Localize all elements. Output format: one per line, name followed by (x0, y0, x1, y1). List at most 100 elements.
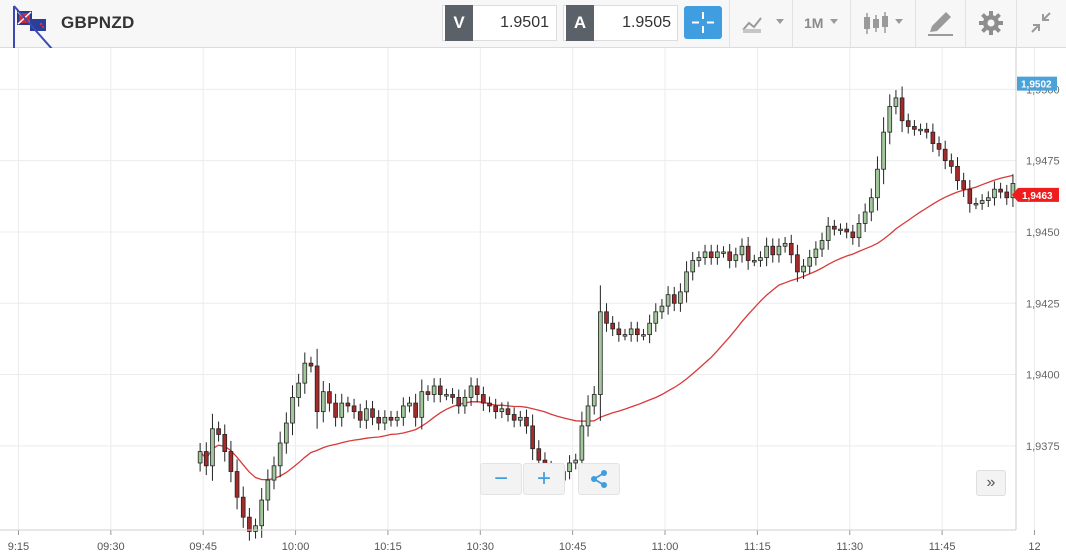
share-icon (591, 470, 607, 488)
candle-body (591, 394, 597, 407)
candle-body (924, 128, 930, 133)
candle-body (376, 416, 381, 424)
candle-body (770, 245, 776, 256)
candle-body (567, 462, 572, 472)
candle-body (825, 225, 831, 241)
time-tick-label: 09:45 (189, 541, 217, 553)
candle-body (468, 385, 474, 398)
candle-body (936, 143, 942, 150)
line-chart-icon (742, 17, 784, 33)
price-tick-label: 1,9375 (1026, 441, 1060, 453)
zoom-out-icon: − (493, 465, 508, 492)
candle-body (357, 411, 363, 421)
candle-body (992, 188, 997, 199)
candle-body (228, 451, 234, 472)
candle-body (364, 408, 369, 421)
price-tick-label: 1,9475 (1026, 156, 1060, 168)
candle-body (782, 242, 788, 247)
candle-body (838, 228, 843, 232)
candle-body (961, 180, 966, 190)
candle-body (678, 291, 683, 304)
candle-body (450, 394, 455, 398)
collapse-icon (1031, 12, 1051, 33)
candle-body (487, 402, 492, 407)
candle-body (881, 131, 886, 170)
settings-button[interactable] (966, 0, 1016, 47)
top-price-tag (1017, 76, 1057, 91)
candle-body (314, 365, 320, 413)
candlestick-type-button[interactable] (851, 0, 915, 47)
candle-body (635, 328, 640, 336)
zoom-out-button[interactable]: − (480, 463, 522, 495)
candle-body (370, 408, 375, 418)
time-tick-label: 11:15 (744, 541, 771, 553)
bid-label: V (445, 5, 473, 41)
candle-body (481, 394, 486, 404)
moving-average-line (199, 174, 1014, 481)
candle-body (499, 408, 505, 413)
candle-body (234, 471, 240, 498)
top-price-label: 1,9502 (1021, 80, 1052, 91)
candle-body (967, 188, 973, 204)
crosshair-icon (692, 12, 714, 33)
candle-body (819, 240, 825, 250)
candle-body (616, 328, 622, 336)
candle-body (856, 223, 862, 239)
candle-body (1010, 183, 1016, 199)
candle-body (764, 245, 769, 259)
candle-body (345, 402, 351, 407)
zoom-in-button[interactable]: + (523, 463, 565, 495)
timeframe-button[interactable]: 1M (793, 0, 850, 47)
candle-body (905, 120, 911, 127)
draw-tools-button[interactable] (916, 0, 965, 47)
bid-price: 1.9501 (500, 14, 549, 31)
candle-body (524, 416, 529, 427)
candle-body (887, 106, 893, 133)
candle-body (721, 251, 726, 254)
candle-body (511, 414, 517, 421)
instrument-symbol: GBPNZD (61, 13, 135, 32)
candle-body (733, 254, 739, 261)
candle-body (832, 225, 837, 230)
candle-body (493, 405, 498, 413)
time-tick-label: 11:00 (652, 541, 679, 553)
double-chevron-right-icon: » (986, 474, 996, 491)
candle-body (265, 479, 271, 501)
candle-body (893, 97, 899, 107)
price-chart[interactable]: 1,93751,94001,94251,94501,94751,95009:15… (0, 48, 1066, 560)
candle-body (715, 251, 720, 259)
chart-type-line-button[interactable] (730, 0, 792, 47)
candle-body (284, 422, 289, 444)
candle-body (930, 131, 936, 144)
candle-body (333, 402, 338, 418)
candle-body (320, 391, 326, 413)
candle-body (210, 428, 215, 467)
candle-body (684, 271, 689, 293)
scroll-to-end-button[interactable]: » (976, 470, 1006, 496)
timeframe-label: 1M (804, 15, 824, 31)
price-tick-label: 1,9400 (1026, 370, 1060, 382)
candle-body (518, 416, 523, 421)
candle-body (751, 260, 757, 263)
candle-body (690, 260, 696, 273)
candle-body (628, 328, 634, 336)
candle-body (610, 322, 615, 330)
candle-body (912, 126, 917, 130)
last-price-tag (1012, 187, 1059, 202)
toolbar: GBPNZD V 1.9501 A 1.9505 1M (0, 0, 1066, 59)
candle-body (530, 425, 535, 450)
candle-body (247, 516, 252, 532)
collapse-button[interactable] (1017, 0, 1066, 47)
candle-body (813, 248, 819, 259)
share-button[interactable] (578, 463, 620, 495)
crosshair-button[interactable] (684, 6, 722, 39)
candle-body (758, 257, 763, 261)
instrument-flag-icon (8, 0, 63, 59)
candle-body (437, 385, 443, 395)
candle-body (727, 251, 732, 261)
candle-body (776, 245, 782, 256)
candle-body (351, 405, 357, 413)
candle-body (382, 416, 388, 424)
time-tick-label: 09:30 (97, 541, 125, 553)
candle-body (462, 396, 468, 407)
